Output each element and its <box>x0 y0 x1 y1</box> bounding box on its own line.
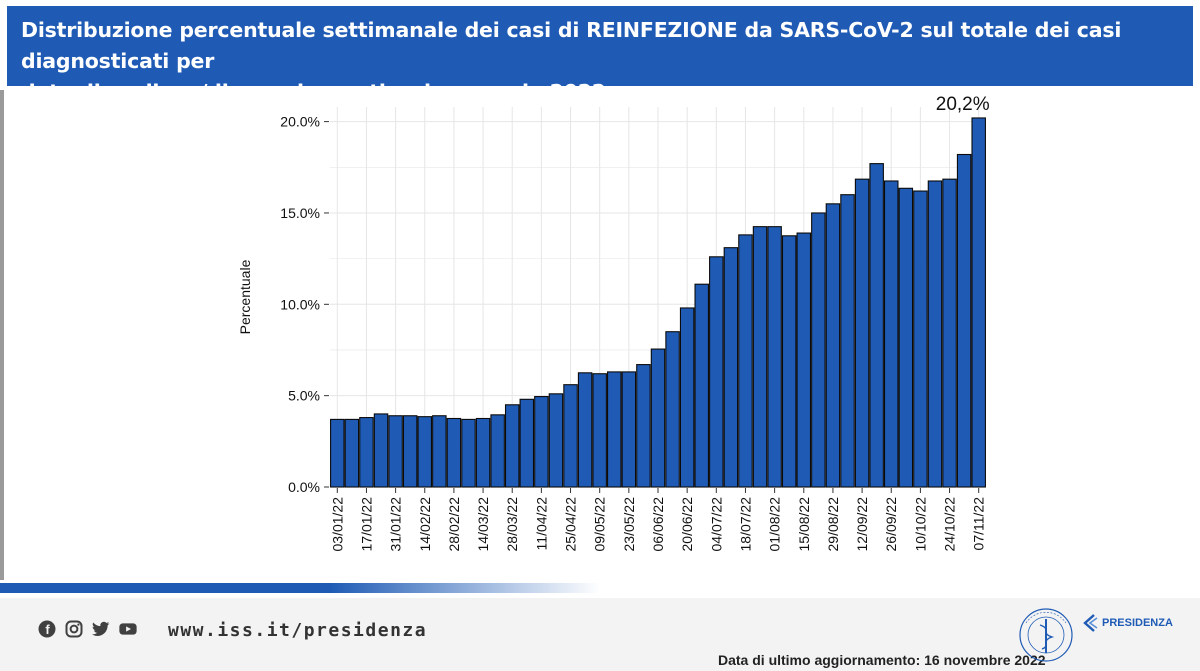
bar <box>709 256 724 488</box>
x-tick-label: 29/08/22 <box>825 497 841 552</box>
bar <box>971 117 986 488</box>
bar <box>811 212 826 488</box>
y-tick-label: 15.0% <box>280 205 320 221</box>
bar <box>781 235 797 488</box>
left-divider <box>0 90 4 580</box>
chart-title-line-2: data di prelievo/diagnosi a partire da g… <box>21 80 606 104</box>
bar <box>956 153 972 488</box>
x-tick-label: 25/04/22 <box>563 497 579 552</box>
bar <box>607 371 622 488</box>
x-tick-label: 17/01/22 <box>358 497 374 552</box>
bar <box>636 364 651 488</box>
bar <box>592 373 607 488</box>
bar <box>388 415 403 488</box>
title-banner: Distribuzione percentuale settimanale de… <box>7 6 1193 104</box>
facebook-icon[interactable]: f <box>38 620 56 638</box>
instagram-icon[interactable] <box>65 620 83 638</box>
bar <box>869 163 884 488</box>
website-link[interactable]: www.iss.it/presidenza <box>168 620 428 641</box>
bar <box>825 203 841 488</box>
presidenza-mark-icon <box>1083 614 1098 632</box>
x-tick-label: 09/05/22 <box>592 497 608 552</box>
bar <box>854 178 870 488</box>
bar <box>373 413 389 488</box>
bar <box>402 415 418 488</box>
bar <box>504 404 520 488</box>
bar <box>840 194 855 488</box>
bar <box>330 418 345 488</box>
x-tick-label: 14/03/22 <box>475 497 491 552</box>
x-tick-label: 28/02/22 <box>446 497 462 552</box>
bar <box>927 180 943 488</box>
bar <box>767 226 782 488</box>
last-update-note: Data di ultimo aggiornamento: 16 novembr… <box>718 652 1046 668</box>
bar <box>548 393 564 488</box>
y-tick-label: 10.0% <box>280 296 320 312</box>
bar <box>475 417 491 488</box>
bar <box>898 187 914 488</box>
bar <box>621 371 637 488</box>
bar <box>883 180 899 488</box>
bar <box>417 416 433 488</box>
bar <box>650 348 666 488</box>
iss-seal-logo <box>1012 603 1080 663</box>
x-tick-label: 26/09/22 <box>883 497 899 552</box>
footer <box>0 598 1200 671</box>
y-axis-label: Percentuale <box>237 259 253 334</box>
bar <box>723 247 739 488</box>
bar <box>461 418 476 488</box>
x-tick-label: 24/10/22 <box>942 497 958 552</box>
bar <box>679 307 695 488</box>
bar <box>432 415 447 488</box>
bar <box>752 226 768 488</box>
youtube-icon[interactable] <box>119 620 137 638</box>
last-value-annotation: 20,2% <box>936 95 990 115</box>
social-links: f <box>38 620 137 638</box>
bar <box>344 418 360 488</box>
y-tick-label: 20.0% <box>280 114 320 130</box>
x-tick-label: 07/11/22 <box>971 497 987 551</box>
bar <box>738 234 753 488</box>
bars <box>330 117 986 488</box>
x-tick-label: 04/07/22 <box>708 497 724 552</box>
bar <box>519 398 535 488</box>
x-tick-label: 18/07/22 <box>737 497 753 552</box>
x-tick-label: 01/08/22 <box>767 497 783 552</box>
x-tick-label: 31/01/22 <box>388 497 404 552</box>
bar-chart: 0.0% 5.0% 10.0% 15.0% 20.0% 03/01/22 17/01/22… <box>237 95 990 552</box>
x-tick-label: 28/03/22 <box>504 497 520 552</box>
x-tick-label: 10/10/22 <box>912 497 928 552</box>
bar <box>577 372 593 488</box>
presidenza-label: PRESIDENZA <box>1102 617 1173 629</box>
x-tick-label: 20/06/22 <box>679 497 695 552</box>
x-tick-label: 14/02/22 <box>417 497 433 552</box>
x-tick-label: 15/08/22 <box>796 497 812 552</box>
presidenza-logo: PRESIDENZA <box>1082 614 1173 632</box>
x-axis: 03/01/22 17/01/22 31/01/22 14/02/22 28/02/22… <box>329 488 987 552</box>
bar <box>563 384 578 488</box>
x-tick-label: 12/09/22 <box>854 497 870 552</box>
x-tick-label: 03/01/22 <box>329 497 345 552</box>
y-axis: 0.0% 5.0% 10.0% 15.0% 20.0% <box>280 114 329 495</box>
y-tick-label: 0.0% <box>288 479 320 495</box>
bar <box>796 232 812 488</box>
bar <box>490 414 505 488</box>
footer-stripe <box>0 583 600 593</box>
bar <box>665 331 680 488</box>
chart-title-line-1: Distribuzione percentuale settimanale de… <box>21 18 1122 73</box>
x-tick-label: 23/05/22 <box>621 497 637 552</box>
bar <box>694 283 709 488</box>
twitter-icon[interactable] <box>92 620 110 638</box>
bar <box>359 417 374 488</box>
bar <box>534 396 549 488</box>
x-tick-label: 11/04/22 <box>533 497 549 551</box>
bar <box>446 417 462 488</box>
x-tick-label: 06/06/22 <box>650 497 666 552</box>
bar <box>913 190 928 488</box>
svg-text:f: f <box>45 622 50 637</box>
y-tick-label: 5.0% <box>288 388 320 404</box>
bar <box>942 178 957 488</box>
